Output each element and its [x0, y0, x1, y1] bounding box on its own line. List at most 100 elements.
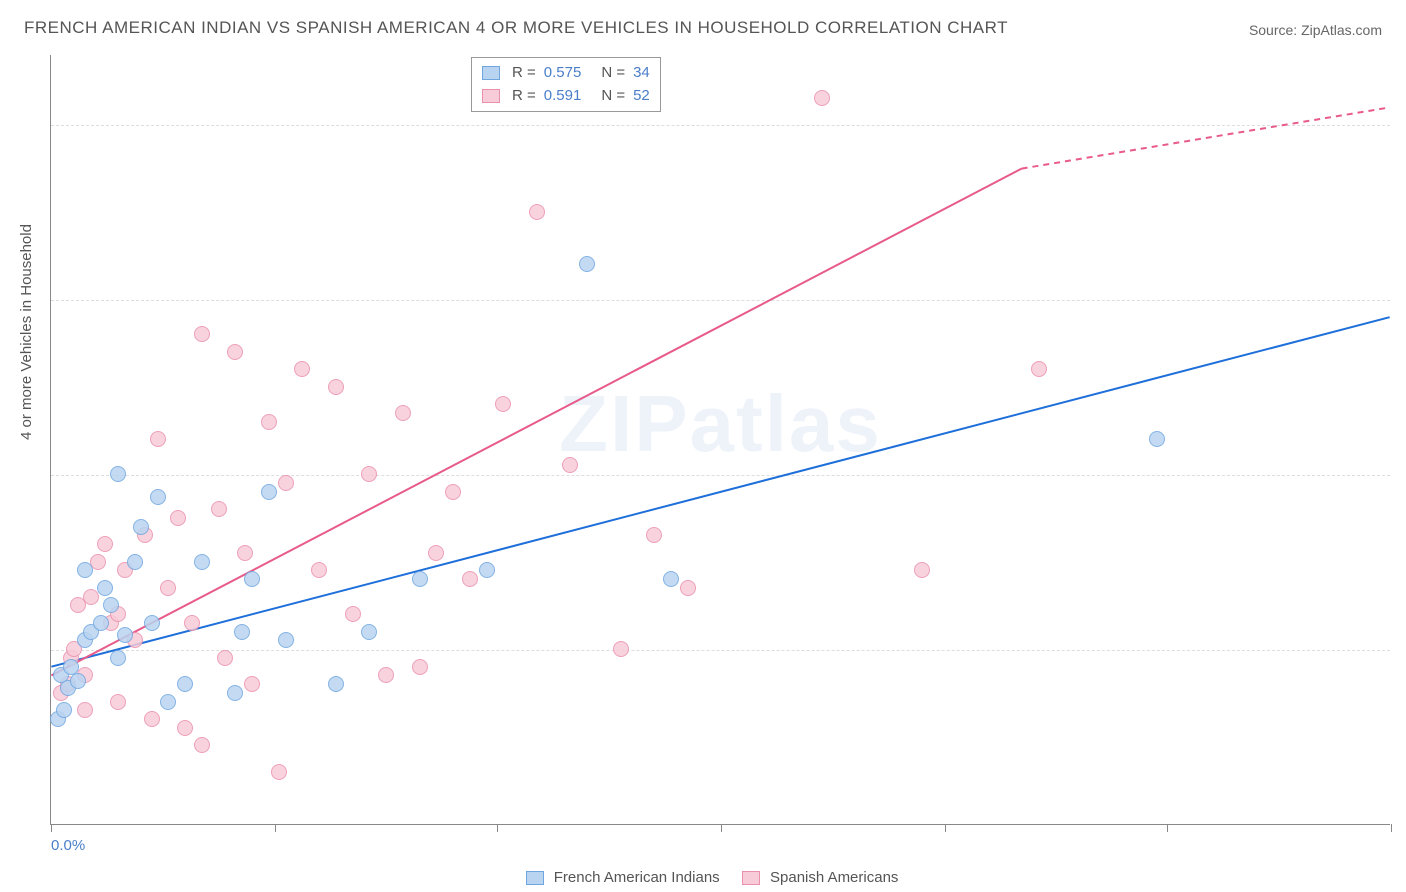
data-point[interactable] — [479, 562, 495, 578]
data-point[interactable] — [97, 536, 113, 552]
stats-row-series1: R = 0.575 N = 34 — [482, 62, 650, 85]
x-tick-mark — [1167, 824, 1168, 832]
trend-line — [51, 169, 1021, 676]
data-point[interactable] — [328, 676, 344, 692]
data-point[interactable] — [97, 580, 113, 596]
data-point[interactable] — [278, 475, 294, 491]
data-point[interactable] — [144, 711, 160, 727]
data-point[interactable] — [70, 673, 86, 689]
chart-container: FRENCH AMERICAN INDIAN VS SPANISH AMERIC… — [0, 0, 1406, 892]
bottom-legend: French American Indians Spanish American… — [0, 869, 1406, 886]
data-point[interactable] — [261, 484, 277, 500]
data-point[interactable] — [110, 466, 126, 482]
data-point[interactable] — [529, 204, 545, 220]
data-point[interactable] — [227, 685, 243, 701]
data-point[interactable] — [237, 545, 253, 561]
n-label: N = — [601, 62, 625, 85]
data-point[interactable] — [345, 606, 361, 622]
data-point[interactable] — [150, 431, 166, 447]
grid-line — [51, 300, 1390, 301]
data-point[interactable] — [103, 597, 119, 613]
data-point[interactable] — [914, 562, 930, 578]
x-tick-mark — [945, 824, 946, 832]
watermark-text: ZIPatlas — [559, 378, 882, 470]
data-point[interactable] — [227, 344, 243, 360]
data-point[interactable] — [311, 562, 327, 578]
x-tick-mark — [721, 824, 722, 832]
source-attribution: Source: ZipAtlas.com — [1249, 22, 1382, 38]
data-point[interactable] — [77, 702, 93, 718]
grid-line — [51, 125, 1390, 126]
data-point[interactable] — [177, 676, 193, 692]
data-point[interactable] — [77, 562, 93, 578]
x-tick-min: 0.0% — [51, 837, 85, 854]
data-point[interactable] — [56, 702, 72, 718]
r-value-1: 0.575 — [544, 62, 582, 85]
data-point[interactable] — [328, 379, 344, 395]
data-point[interactable] — [127, 554, 143, 570]
data-point[interactable] — [278, 632, 294, 648]
data-point[interactable] — [160, 694, 176, 710]
data-point[interactable] — [428, 545, 444, 561]
data-point[interactable] — [361, 466, 377, 482]
swatch-series2 — [482, 89, 500, 103]
data-point[interactable] — [133, 519, 149, 535]
data-point[interactable] — [814, 90, 830, 106]
r-value-2: 0.591 — [544, 85, 582, 108]
data-point[interactable] — [90, 554, 106, 570]
data-point[interactable] — [194, 737, 210, 753]
trend-line — [1022, 107, 1390, 168]
data-point[interactable] — [271, 764, 287, 780]
data-point[interactable] — [1149, 431, 1165, 447]
data-point[interactable] — [462, 571, 478, 587]
data-point[interactable] — [680, 580, 696, 596]
data-point[interactable] — [177, 720, 193, 736]
data-point[interactable] — [613, 641, 629, 657]
data-point[interactable] — [412, 571, 428, 587]
n-label: N = — [601, 85, 625, 108]
source-link[interactable]: ZipAtlas.com — [1301, 22, 1382, 38]
data-point[interactable] — [150, 489, 166, 505]
data-point[interactable] — [579, 256, 595, 272]
data-point[interactable] — [663, 571, 679, 587]
r-label: R = — [512, 62, 536, 85]
data-point[interactable] — [93, 615, 109, 631]
data-point[interactable] — [445, 484, 461, 500]
data-point[interactable] — [495, 396, 511, 412]
data-point[interactable] — [117, 627, 133, 643]
data-point[interactable] — [646, 527, 662, 543]
data-point[interactable] — [110, 694, 126, 710]
source-label: Source: — [1249, 22, 1297, 38]
data-point[interactable] — [144, 615, 160, 631]
data-point[interactable] — [211, 501, 227, 517]
data-point[interactable] — [110, 650, 126, 666]
data-point[interactable] — [234, 624, 250, 640]
data-point[interactable] — [412, 659, 428, 675]
x-tick-mark — [1391, 824, 1392, 832]
data-point[interactable] — [244, 676, 260, 692]
x-tick-mark — [275, 824, 276, 832]
data-point[interactable] — [294, 361, 310, 377]
x-tick-mark — [51, 824, 52, 832]
trend-lines-layer — [51, 55, 1390, 824]
trend-line — [51, 317, 1389, 667]
data-point[interactable] — [361, 624, 377, 640]
stats-row-series2: R = 0.591 N = 52 — [482, 85, 650, 108]
data-point[interactable] — [562, 457, 578, 473]
grid-line — [51, 650, 1390, 651]
n-value-2: 52 — [633, 85, 650, 108]
data-point[interactable] — [1031, 361, 1047, 377]
data-point[interactable] — [261, 414, 277, 430]
data-point[interactable] — [160, 580, 176, 596]
plot-area: ZIPatlas R = 0.575 N = 34 R = 0.591 N = … — [50, 55, 1390, 825]
data-point[interactable] — [378, 667, 394, 683]
data-point[interactable] — [194, 554, 210, 570]
data-point[interactable] — [395, 405, 411, 421]
y-axis-label: 4 or more Vehicles in Household — [18, 224, 35, 440]
data-point[interactable] — [244, 571, 260, 587]
stats-legend-box: R = 0.575 N = 34 R = 0.591 N = 52 — [471, 57, 661, 112]
data-point[interactable] — [170, 510, 186, 526]
data-point[interactable] — [184, 615, 200, 631]
data-point[interactable] — [194, 326, 210, 342]
data-point[interactable] — [217, 650, 233, 666]
